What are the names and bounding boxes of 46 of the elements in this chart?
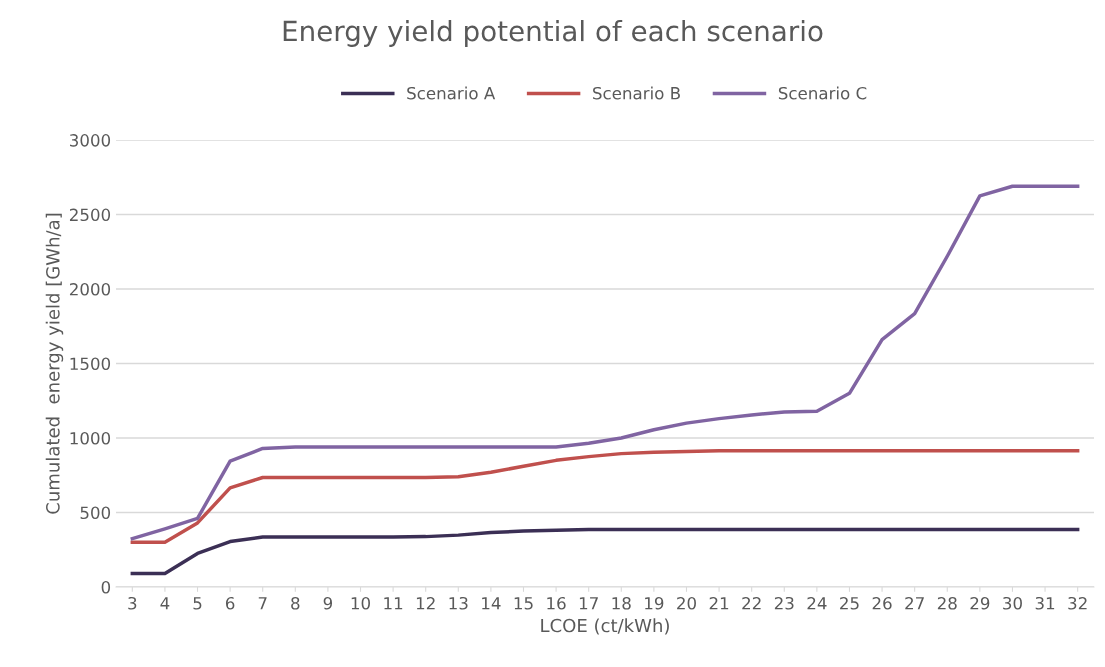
x-axis-title: LCOE (ct/kWh) [541,618,669,635]
line-series [130,527,1080,576]
x-tick-label: 27 [905,596,924,610]
x-tick-label: 20 [677,596,696,610]
x-tick-label: 28 [937,596,957,610]
x-tick-label: 10 [351,596,370,610]
x-tick-label: 13 [449,596,468,610]
x-tick-label: 9 [323,596,333,610]
x-tick-label: 16 [547,596,566,610]
x-tick-label: 18 [612,596,631,610]
legend-label: Scenario B [593,86,680,100]
chart-title: Energy yield potential of each scenario [283,20,823,47]
x-tick-label: 8 [291,596,300,610]
y-tick-label: 500 [80,506,111,520]
x-tick-label: 30 [1003,596,1022,610]
x-tick-label: 32 [1068,596,1087,610]
legend-label: Scenario A [407,86,496,100]
x-tick-label: 21 [709,596,729,610]
y-axis-title: Cumulated energy yield [GWh/a] [45,213,64,514]
legend-label: Scenario C [778,86,867,100]
x-tick-label: 3 [128,596,137,610]
x-tick-label: 25 [840,596,859,610]
x-tick-label: 6 [225,596,235,610]
x-tick-label: 22 [742,596,761,610]
x-tick-label: 4 [160,597,170,610]
x-tick-label: 26 [872,596,892,610]
y-tick-label: 3000 [70,134,111,147]
y-tick-label: 1000 [70,431,111,445]
line-series [130,184,1080,541]
x-tick-label: 15 [514,597,533,610]
x-tick-label: 17 [579,597,598,610]
y-tick-label: 2000 [69,283,111,296]
x-tick-label: 5 [193,597,202,610]
x-tick-label: 29 [970,596,990,610]
x-tick-label: 24 [807,596,827,610]
x-tick-label: 23 [774,596,794,610]
x-tick-label: 14 [482,597,501,610]
line-series [130,448,1080,545]
y-tick-label: 2500 [69,208,111,222]
x-tick-label: 11 [384,597,403,610]
x-tick-label: 12 [416,596,435,610]
y-tick-label: 0 [101,580,111,594]
y-tick-label: 1500 [70,357,111,371]
x-tick-label: 31 [1035,596,1055,610]
x-tick-label: 19 [645,596,664,610]
x-tick-label: 7 [258,597,267,610]
